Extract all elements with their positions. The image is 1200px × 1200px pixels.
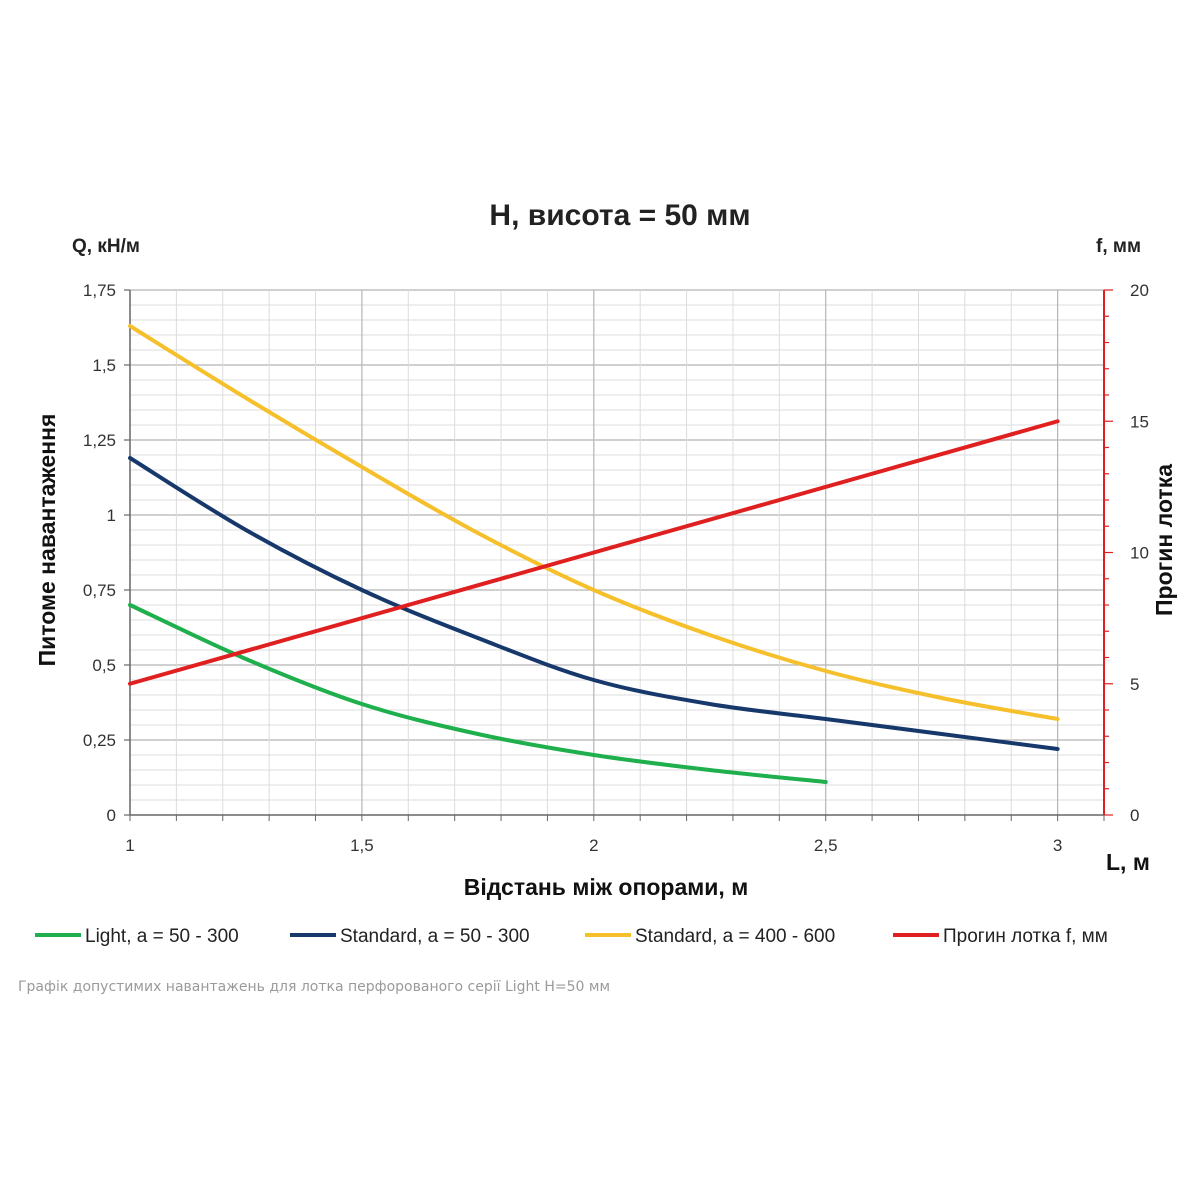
right-tick-label: 5: [1130, 675, 1139, 694]
legend-item-light-50-300: Light, a = 50 - 300: [35, 926, 239, 947]
right-tick-label: 20: [1130, 281, 1149, 300]
left-tick-label: 1,5: [92, 356, 116, 375]
legend: Light, a = 50 - 300 Standard, a = 50 - 30…: [35, 926, 1108, 947]
x-tick-label: 3: [1053, 836, 1062, 855]
right-tick-label: 10: [1130, 544, 1149, 563]
legend-label: Standard, a = 400 - 600: [635, 926, 835, 947]
series-line-standard-400-600: [128, 324, 1060, 721]
left-tick-label: 0,75: [83, 581, 116, 600]
x-tick-label: 1,5: [350, 836, 374, 855]
axes: 0 0,25 0,5 0,75 1 1,25 1,5 1,75 0 5 10 15 20 1 1,5 2 2,5…: [83, 281, 1149, 855]
right-tick-label: 15: [1130, 412, 1149, 431]
legend-item-deflection: Прогин лотка f, мм: [893, 926, 1108, 947]
left-axis-unit: Q, кН/м: [72, 236, 140, 257]
legend-item-standard-400-600: Standard, a = 400 - 600: [585, 926, 835, 947]
left-axis-title: Питоме навантаження: [34, 414, 60, 667]
x-tick-label: 1: [125, 836, 134, 855]
series-line-deflection: [128, 419, 1060, 686]
left-tick-label: 1: [107, 506, 116, 525]
series-line-standard-50-300: [128, 456, 1060, 751]
series: [128, 324, 1060, 784]
left-tick-label: 0,25: [83, 731, 116, 750]
right-tick-label: 0: [1130, 806, 1139, 825]
left-tick-label: 1,75: [83, 281, 116, 300]
right-axis-title: Прогин лотка: [1151, 464, 1177, 616]
x-axis-title: Відстань між опорами, м: [464, 874, 748, 900]
x-axis-unit: L, м: [1106, 849, 1150, 875]
left-tick-label: 0,5: [92, 656, 116, 675]
grid: [130, 289, 1105, 815]
caption: Графік допустимих навантажень для лотка …: [18, 979, 610, 995]
left-tick-label: 0: [107, 806, 116, 825]
legend-label: Прогин лотка f, мм: [943, 926, 1108, 947]
legend-item-standard-50-300: Standard, a = 50 - 300: [290, 926, 530, 947]
x-tick-label: 2,5: [814, 836, 838, 855]
x-tick-label: 2: [589, 836, 598, 855]
series-line-light-50-300: [128, 603, 828, 784]
chart-title: Н, висота = 50 мм: [489, 199, 750, 232]
legend-label: Standard, a = 50 - 300: [340, 926, 530, 947]
right-axis-unit: f, мм: [1096, 236, 1141, 257]
left-tick-label: 1,25: [83, 431, 116, 450]
legend-label: Light, a = 50 - 300: [85, 926, 239, 947]
